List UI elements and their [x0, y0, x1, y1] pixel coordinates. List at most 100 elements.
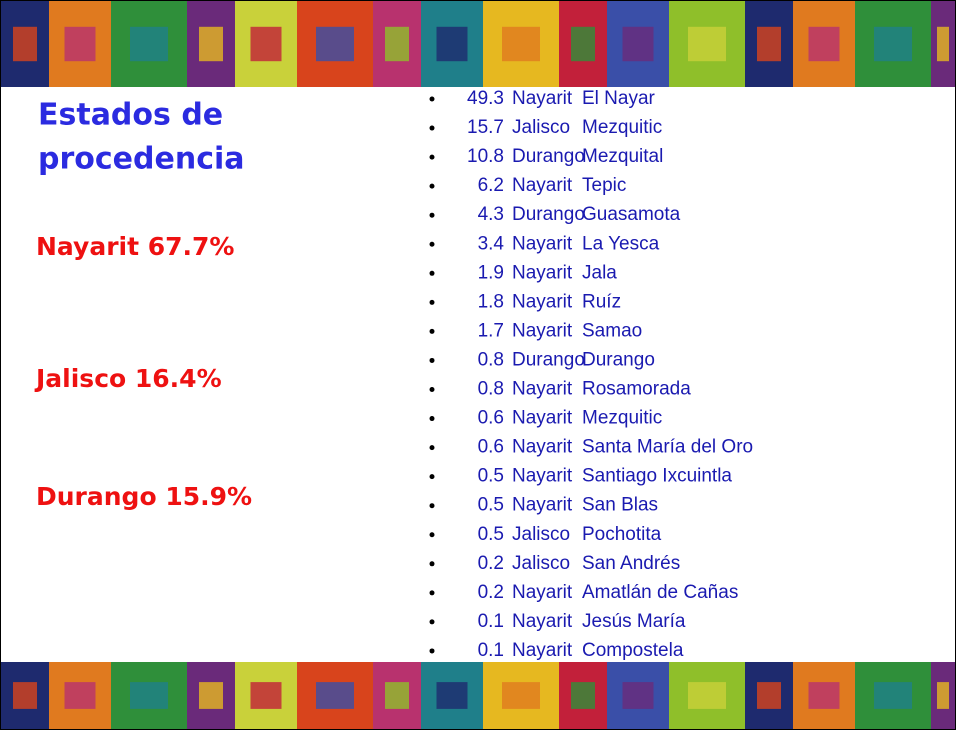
bullet [430, 387, 435, 392]
banner-motif [757, 682, 781, 709]
item-place: Mezquitic [582, 408, 662, 429]
item-place: Pochotita [582, 524, 662, 545]
item-value: 1.9 [478, 262, 504, 283]
banner-motif [65, 27, 96, 61]
banner-motif [316, 682, 354, 709]
bullet [430, 503, 435, 508]
bullet [430, 184, 435, 189]
item-value: 0.5 [478, 466, 504, 487]
item-state: Nayarit [512, 320, 573, 341]
item-place: Mezquitic [582, 117, 662, 138]
item-state: Nayarit [512, 640, 573, 661]
item-place: Compostela [582, 640, 684, 661]
item-state: Nayarit [512, 611, 573, 632]
bullet [430, 242, 435, 247]
item-state: Durango [512, 146, 585, 167]
item-value: 10.8 [467, 146, 504, 167]
item-place: Mezquital [582, 146, 663, 167]
banner-motif [65, 682, 96, 709]
item-state: Nayarit [512, 175, 573, 196]
item-state: Nayarit [512, 408, 573, 429]
item-value: 0.5 [478, 524, 504, 545]
item-value: 4.3 [478, 204, 504, 225]
item-value: 0.2 [478, 553, 504, 574]
item-value: 0.1 [478, 611, 504, 632]
banner-motif [937, 682, 949, 709]
top-banner [1, 1, 955, 87]
title-line: procedencia [38, 142, 245, 177]
bullet [430, 619, 435, 624]
item-value: 0.5 [478, 495, 504, 516]
banner-motif [874, 682, 912, 709]
item-value: 0.6 [478, 437, 504, 458]
item-state: Nayarit [512, 466, 573, 487]
item-state: Nayarit [512, 379, 573, 400]
banner-motif [623, 682, 654, 709]
item-state: Nayarit [512, 262, 573, 283]
bullet [430, 532, 435, 537]
banner-motif [571, 682, 595, 709]
banner-motif [199, 682, 223, 709]
banner-motif [130, 682, 168, 709]
item-place: Santa María del Oro [582, 437, 753, 458]
item-state: Jalisco [512, 553, 570, 574]
item-value: 0.1 [478, 640, 504, 661]
item-state: Nayarit [512, 88, 573, 109]
banner-motif [809, 682, 840, 709]
bottom-banner [1, 662, 955, 729]
banner-motif [316, 27, 354, 61]
item-place: Tepic [582, 175, 626, 196]
banner-motif [437, 27, 468, 61]
banner-motif [757, 27, 781, 61]
item-state: Nayarit [512, 233, 573, 254]
item-value: 0.6 [478, 408, 504, 429]
bullet [430, 126, 435, 131]
banner-motif [623, 27, 654, 61]
banner-motif [251, 682, 282, 709]
banner-motif [13, 682, 37, 709]
bullet [430, 648, 435, 653]
bullet [430, 358, 435, 363]
item-place: Jala [582, 262, 617, 283]
banner-motif [437, 682, 468, 709]
state-share: Jalisco 16.4% [34, 364, 222, 393]
item-place: Guasamota [582, 204, 681, 225]
banner-motif [502, 682, 540, 709]
item-state: Nayarit [512, 291, 573, 312]
item-place: El Nayar [582, 88, 656, 109]
item-state: Durango [512, 204, 585, 225]
bullet [430, 97, 435, 102]
item-place: Rosamorada [582, 379, 691, 400]
banner-motif [571, 27, 595, 61]
bullet [430, 416, 435, 421]
title-line: Estados de [38, 98, 223, 133]
item-place: San Blas [582, 495, 658, 516]
bullet [430, 445, 435, 450]
banner-motif [130, 27, 168, 61]
item-place: San Andrés [582, 553, 680, 574]
banner-motif [502, 27, 540, 61]
bullet [430, 271, 435, 276]
banner-motif [13, 27, 37, 61]
item-state: Nayarit [512, 437, 573, 458]
state-share: Durango 15.9% [36, 482, 252, 511]
banner-motif [937, 27, 949, 61]
item-state: Nayarit [512, 495, 573, 516]
bullet [430, 561, 435, 566]
item-place: Amatlán de Cañas [582, 582, 738, 603]
banner-motif [385, 682, 409, 709]
item-place: Jesús María [582, 611, 686, 632]
item-state: Jalisco [512, 524, 570, 545]
item-state: Durango [512, 349, 585, 370]
item-state: Nayarit [512, 582, 573, 603]
banner-motif [251, 27, 282, 61]
banner-motif [688, 27, 726, 61]
bullet [430, 155, 435, 160]
bullet [430, 590, 435, 595]
item-value: 1.7 [478, 320, 504, 341]
item-value: 6.2 [478, 175, 504, 196]
item-place: Durango [582, 349, 655, 370]
item-place: Santiago Ixcuintla [582, 466, 732, 487]
slide: Estados de procedencia Nayarit 67.7% Jal… [0, 0, 956, 730]
item-value: 0.8 [478, 349, 504, 370]
